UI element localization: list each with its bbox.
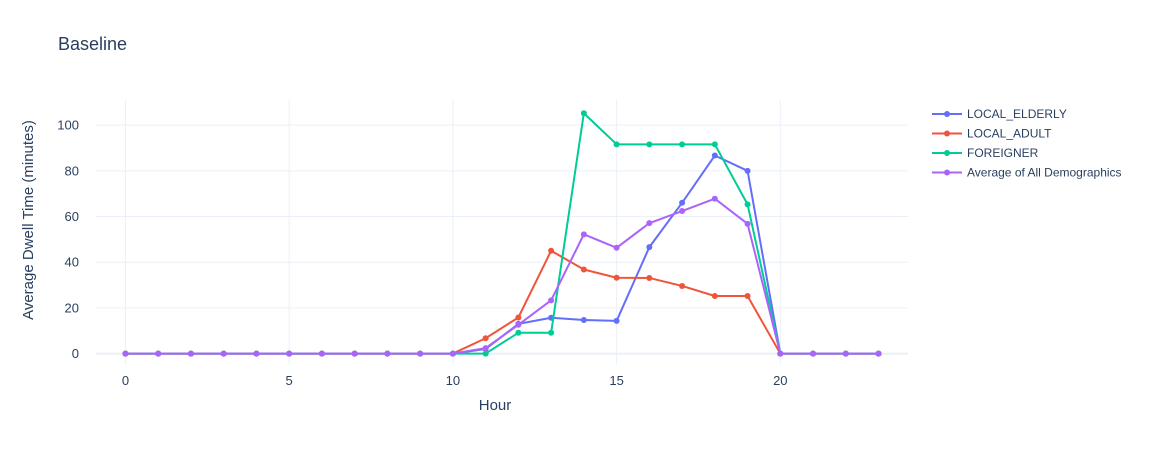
data-point[interactable] — [515, 314, 522, 321]
y-axis-title: Average Dwell Time (minutes) — [20, 120, 37, 320]
y-tick-label: 60 — [65, 209, 79, 224]
data-point[interactable] — [744, 220, 751, 227]
series-foreigner[interactable] — [122, 110, 882, 357]
x-tick-label: 20 — [773, 373, 787, 388]
data-point[interactable] — [646, 220, 653, 227]
data-point[interactable] — [679, 282, 686, 289]
data-point[interactable] — [711, 152, 718, 159]
legend-swatch-marker — [944, 150, 950, 156]
data-point[interactable] — [711, 293, 718, 300]
data-point[interactable] — [482, 350, 489, 357]
data-point[interactable] — [417, 350, 424, 357]
data-point[interactable] — [253, 350, 260, 357]
series-average-of-all-demographics[interactable] — [122, 195, 882, 357]
y-tick-label: 80 — [65, 163, 79, 178]
chart-title: Baseline — [58, 34, 127, 54]
legend-item[interactable]: LOCAL_ELDERLY — [932, 107, 1067, 121]
legend-label: LOCAL_ADULT — [967, 127, 1052, 141]
series-layer — [122, 110, 882, 357]
x-axis-title: Hour — [479, 397, 512, 414]
data-point[interactable] — [482, 345, 489, 352]
y-tick-label: 40 — [65, 255, 79, 270]
legend-swatch-marker — [944, 111, 950, 117]
x-tick-label: 15 — [609, 373, 623, 388]
data-point[interactable] — [286, 350, 293, 357]
data-point[interactable] — [548, 329, 555, 336]
data-point[interactable] — [744, 167, 751, 174]
legend-swatch-marker — [944, 130, 950, 137]
data-point[interactable] — [711, 195, 718, 202]
data-point[interactable] — [580, 266, 587, 273]
legend-swatch-marker — [944, 169, 950, 176]
legend-item[interactable]: FOREIGNER — [932, 146, 1039, 160]
data-point[interactable] — [711, 141, 718, 148]
data-point[interactable] — [155, 350, 162, 357]
series-line[interactable] — [125, 112, 879, 355]
legend-item[interactable]: Average of All Demographics — [932, 166, 1122, 180]
data-point[interactable] — [679, 199, 686, 206]
y-tick-label: 20 — [65, 300, 79, 315]
legend-label: LOCAL_ELDERLY — [967, 107, 1067, 121]
grid — [96, 100, 908, 365]
data-point[interactable] — [515, 329, 522, 336]
data-point[interactable] — [646, 244, 653, 251]
y-tick-label: 0 — [72, 346, 79, 361]
data-point[interactable] — [548, 297, 555, 304]
data-point[interactable] — [449, 350, 456, 357]
data-point[interactable] — [679, 208, 686, 215]
data-point[interactable] — [613, 317, 620, 324]
data-point[interactable] — [384, 350, 391, 357]
y-tick-label: 100 — [57, 118, 79, 133]
legend-item[interactable]: LOCAL_ADULT — [932, 127, 1052, 141]
data-point[interactable] — [548, 247, 555, 254]
data-point[interactable] — [744, 293, 751, 300]
data-point[interactable] — [580, 316, 587, 323]
data-point[interactable] — [842, 350, 849, 357]
data-point[interactable] — [613, 244, 620, 251]
legend-label: FOREIGNER — [967, 146, 1039, 160]
data-point[interactable] — [744, 201, 751, 208]
data-point[interactable] — [875, 350, 882, 357]
axes: 0 5 10 15 20 0 20 40 60 80 100 — [57, 118, 787, 388]
data-point[interactable] — [515, 321, 522, 328]
series-local-elderly[interactable] — [122, 152, 882, 357]
data-point[interactable] — [220, 350, 227, 357]
x-tick-label: 5 — [286, 373, 293, 388]
series-line[interactable] — [125, 154, 879, 355]
series-line[interactable] — [125, 197, 879, 355]
data-point[interactable] — [351, 350, 358, 357]
data-point[interactable] — [318, 350, 325, 357]
legend-label: Average of All Demographics — [967, 166, 1122, 180]
data-point[interactable] — [679, 141, 686, 148]
data-point[interactable] — [122, 350, 129, 357]
x-tick-label: 10 — [446, 373, 460, 388]
data-point[interactable] — [777, 350, 784, 357]
x-tick-label: 0 — [122, 373, 129, 388]
data-point[interactable] — [580, 110, 587, 117]
data-point[interactable] — [646, 141, 653, 148]
data-point[interactable] — [646, 274, 653, 281]
data-point[interactable] — [580, 231, 587, 238]
data-point[interactable] — [482, 335, 489, 342]
data-point[interactable] — [187, 350, 194, 357]
legend[interactable]: LOCAL_ELDERLY LOCAL_ADULT FOREIGNER Average… — [932, 107, 1122, 180]
data-point[interactable] — [613, 274, 620, 281]
data-point[interactable] — [613, 141, 620, 148]
data-point[interactable] — [810, 350, 817, 357]
